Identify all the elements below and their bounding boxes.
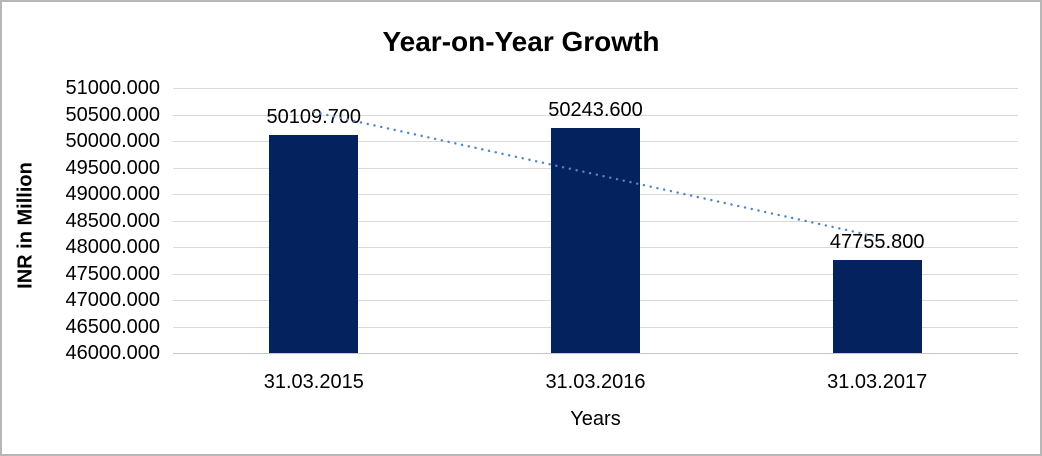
chart-title: Year-on-Year Growth <box>382 26 660 57</box>
bar-31.03.2015 <box>269 135 359 353</box>
data-label: 50109.700 <box>266 106 362 129</box>
y-axis-tick-label: 47000.000 <box>65 289 160 311</box>
bar-31.03.2017 <box>832 259 922 353</box>
y-axis-tick-label: 46000.000 <box>65 342 160 364</box>
data-label: 47755.800 <box>829 230 925 253</box>
y-axis-tick-label: 46500.000 <box>65 315 160 338</box>
gridline <box>173 88 1018 89</box>
x-axis-title: Years <box>570 408 621 430</box>
y-axis-tick-label: 48000.000 <box>65 236 160 258</box>
x-axis-tick-label: 31.03.2016 <box>545 371 646 393</box>
y-axis-tick-label: 50500.000 <box>65 103 160 126</box>
y-axis-tick-label: 49000.000 <box>65 183 160 205</box>
x-axis-tick-label: 31.03.2017 <box>827 371 928 393</box>
bar-31.03.2016 <box>551 128 640 353</box>
y-axis-tick-label: 50000.000 <box>65 130 160 152</box>
x-axis-tick-label: 31.03.2015 <box>263 371 364 393</box>
y-axis-tick-label: 51000.000 <box>65 77 160 99</box>
y-axis-tick-label: 48500.000 <box>65 209 160 232</box>
gridline <box>173 353 1018 354</box>
data-label: 50243.600 <box>548 99 643 122</box>
y-axis-tick-label: 49500.000 <box>65 156 160 179</box>
y-axis-tick-label: 47500.000 <box>65 262 160 285</box>
